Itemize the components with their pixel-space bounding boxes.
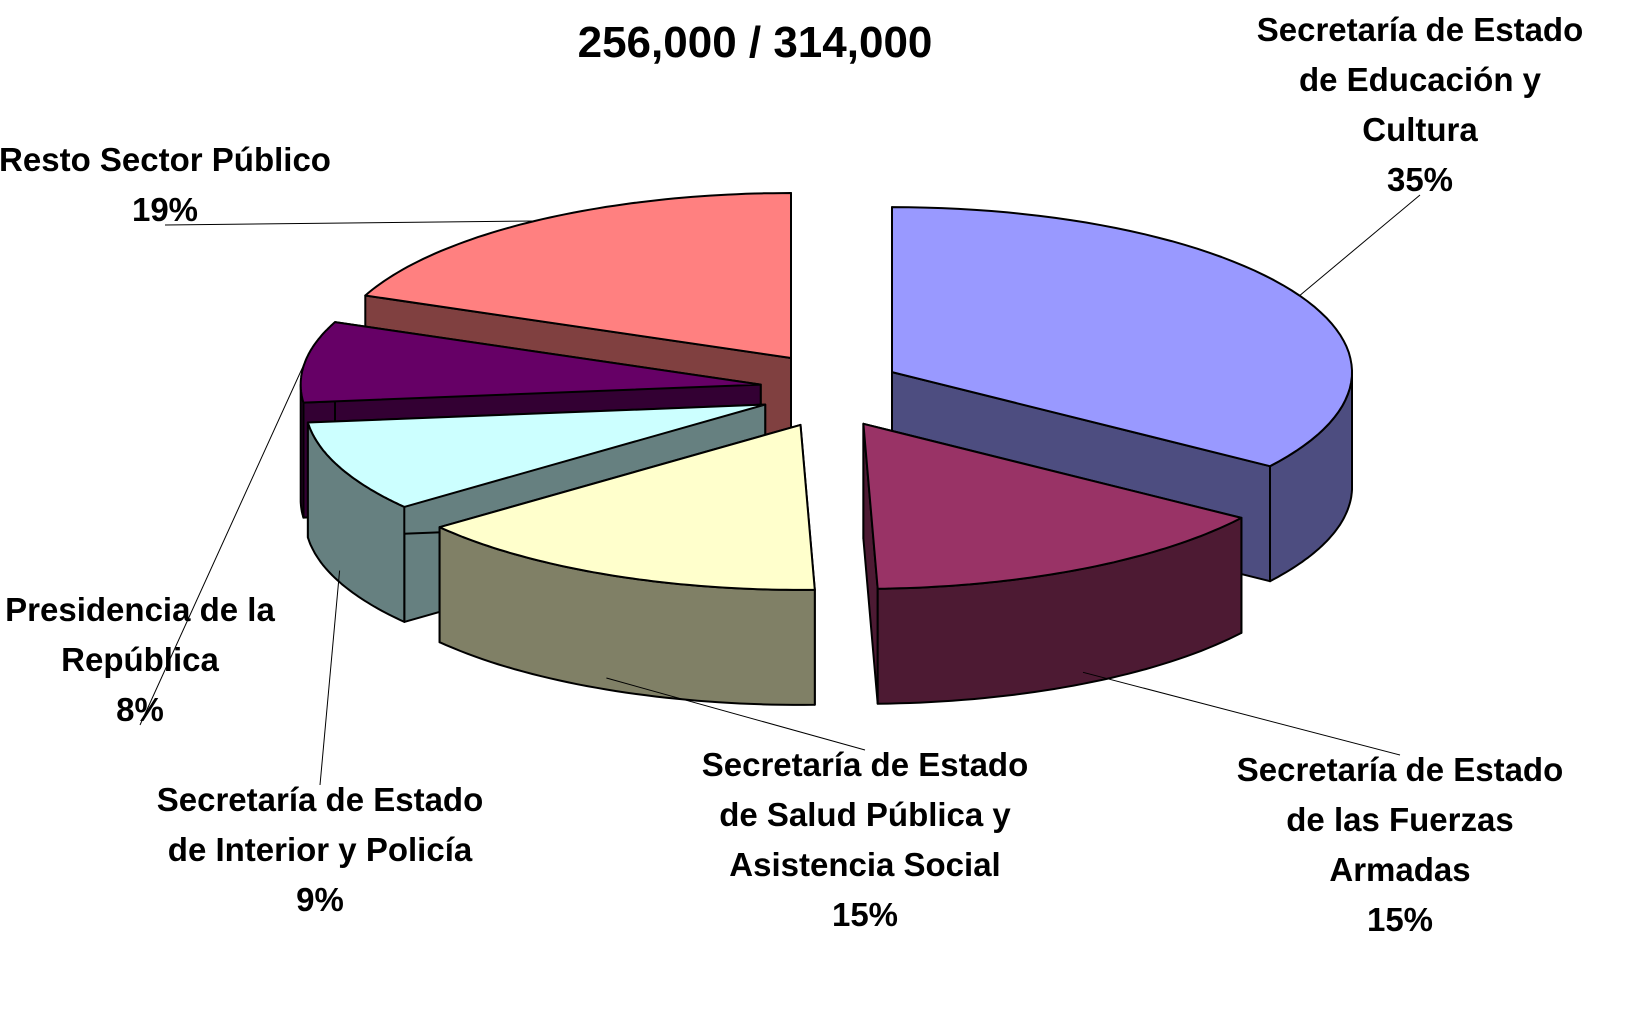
category-label: Secretaría de Estado de las Fuerzas Arma… [1236, 751, 1564, 888]
slice-label: Secretaría de Estado de Educación y Cult… [1250, 5, 1590, 205]
leader-line [164, 220, 535, 226]
value-label: 15% [1366, 901, 1434, 938]
value-label: 9% [296, 881, 344, 918]
slice [306, 403, 767, 508]
slice-label: Presidencia de la República 8% [0, 585, 310, 735]
leader-line [319, 570, 341, 786]
slice-label: Secretaría de Estado de Interior y Polic… [150, 775, 490, 925]
value-label: 8% [116, 691, 164, 728]
slice-label: Secretaría de Estado de Salud Pública y … [695, 740, 1035, 940]
value-label: 15% [831, 896, 899, 933]
category-label: Resto Sector Público [0, 141, 331, 178]
chart-title: 256,000 / 314,000 [577, 18, 933, 67]
value-label: 19% [131, 191, 199, 228]
leader-line [1299, 194, 1421, 296]
value-label: 35% [1386, 161, 1454, 198]
category-label: Secretaría de Estado de Educación y Cult… [1256, 11, 1584, 148]
leader-line [1082, 671, 1401, 756]
category-label: Secretaría de Estado de Salud Pública y … [701, 746, 1029, 883]
slice [862, 422, 1243, 590]
slice-side [299, 383, 305, 519]
leader-line [139, 361, 306, 726]
category-label: Presidencia de la República [5, 591, 275, 678]
slice-label: Resto Sector Público 19% [0, 135, 335, 235]
leader-line [606, 677, 866, 751]
category-label: Secretaría de Estado de Interior y Polic… [156, 781, 484, 868]
slice-label: Secretaría de Estado de las Fuerzas Arma… [1230, 745, 1570, 945]
slice [438, 423, 816, 591]
